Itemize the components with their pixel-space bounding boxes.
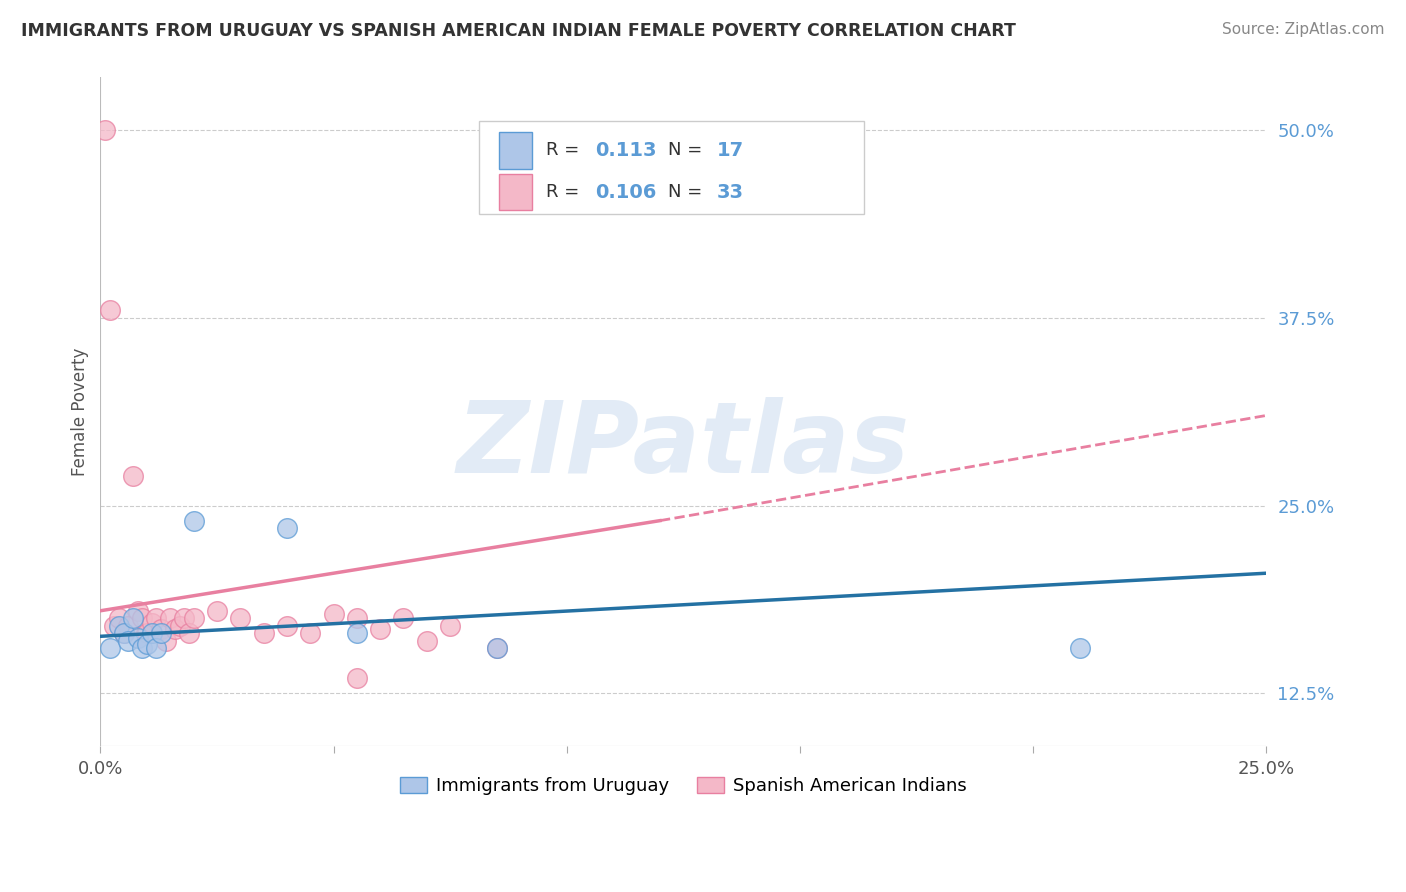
Point xyxy=(177,626,200,640)
Point xyxy=(159,611,181,625)
Legend: Immigrants from Uruguay, Spanish American Indians: Immigrants from Uruguay, Spanish America… xyxy=(391,767,976,804)
Text: Source: ZipAtlas.com: Source: ZipAtlas.com xyxy=(1222,22,1385,37)
Point xyxy=(163,622,186,636)
Point xyxy=(117,633,139,648)
Point xyxy=(252,626,274,640)
Point xyxy=(299,626,322,640)
Point xyxy=(131,611,153,625)
Point xyxy=(112,626,135,640)
Point xyxy=(94,123,117,137)
Point xyxy=(229,611,252,625)
Point xyxy=(127,604,149,618)
Point xyxy=(276,521,298,535)
Point xyxy=(117,619,139,633)
Point xyxy=(149,626,172,640)
Text: N =: N = xyxy=(668,183,709,201)
Text: N =: N = xyxy=(668,141,709,160)
Point xyxy=(136,626,159,640)
Point xyxy=(145,611,167,625)
Point xyxy=(141,615,163,630)
Text: 17: 17 xyxy=(717,141,744,160)
Point xyxy=(439,619,461,633)
Point xyxy=(127,631,149,645)
Point xyxy=(122,611,145,625)
Text: 0.106: 0.106 xyxy=(595,183,657,202)
Point xyxy=(485,641,508,656)
Point xyxy=(112,626,135,640)
Point xyxy=(392,611,415,625)
Point xyxy=(98,303,121,318)
Text: IMMIGRANTS FROM URUGUAY VS SPANISH AMERICAN INDIAN FEMALE POVERTY CORRELATION CH: IMMIGRANTS FROM URUGUAY VS SPANISH AMERI… xyxy=(21,22,1017,40)
Point xyxy=(485,641,508,656)
Text: R =: R = xyxy=(546,183,585,201)
Text: R =: R = xyxy=(546,141,585,160)
Text: 33: 33 xyxy=(717,183,744,202)
Point xyxy=(155,633,177,648)
Point xyxy=(103,619,125,633)
Point xyxy=(346,672,368,686)
Y-axis label: Female Poverty: Female Poverty xyxy=(72,348,89,476)
Text: 0.113: 0.113 xyxy=(595,141,657,160)
Point xyxy=(368,622,391,636)
Point xyxy=(169,619,191,633)
Point xyxy=(183,611,205,625)
Point xyxy=(98,641,121,656)
Point xyxy=(149,622,172,636)
FancyBboxPatch shape xyxy=(499,132,531,169)
Text: ZIPatlas: ZIPatlas xyxy=(457,397,910,493)
Point xyxy=(205,604,228,618)
Point xyxy=(136,637,159,651)
FancyBboxPatch shape xyxy=(479,121,865,214)
Point xyxy=(183,514,205,528)
Point xyxy=(346,611,368,625)
Point xyxy=(122,468,145,483)
Point xyxy=(145,641,167,656)
Point xyxy=(322,607,344,621)
Point xyxy=(1069,641,1091,656)
Point xyxy=(141,626,163,640)
Point xyxy=(108,611,131,625)
Point xyxy=(416,633,439,648)
Point xyxy=(131,641,153,656)
Point xyxy=(108,619,131,633)
Point xyxy=(173,611,195,625)
Point xyxy=(276,619,298,633)
Point xyxy=(346,626,368,640)
FancyBboxPatch shape xyxy=(499,174,531,211)
